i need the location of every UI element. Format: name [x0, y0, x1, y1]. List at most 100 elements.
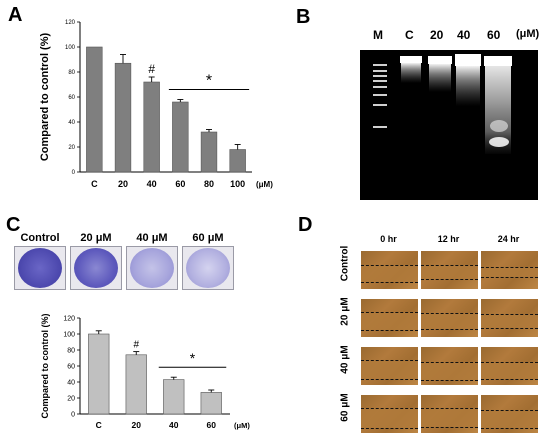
wound-edge-line: [481, 328, 538, 329]
well-label-60: 60 μM: [192, 232, 224, 244]
bar: [125, 354, 147, 415]
wound-edge-line: [421, 362, 478, 363]
well-20: [70, 246, 122, 290]
x-tick-label: 20: [118, 179, 128, 189]
x-tick-label: 20: [132, 420, 142, 430]
x-tick-label: 100: [230, 179, 245, 189]
y-tick-label: 60: [68, 95, 75, 101]
bar: [172, 101, 189, 173]
wound-edge-line: [361, 408, 418, 409]
x-unit-label: (μM): [234, 421, 250, 430]
bar: [88, 333, 110, 415]
y-tick-label: 100: [65, 45, 76, 51]
bar: [143, 81, 160, 173]
y-tick-label: 20: [67, 395, 75, 402]
panel-letter-d: D: [298, 214, 313, 236]
d-row-60: 60 μM: [339, 393, 351, 422]
wound-micrograph: [361, 299, 418, 337]
wound-edge-line: [361, 282, 418, 283]
x-tick-label: 40: [147, 179, 157, 189]
wound-edge-line: [481, 428, 538, 429]
lane-40-band: [455, 54, 481, 106]
panel-letter-b: B: [296, 6, 311, 28]
lane-label-m: M: [373, 28, 383, 42]
well-control: [14, 246, 66, 290]
lane-60-smear: [484, 56, 512, 154]
wound-micrograph: [361, 395, 418, 433]
d-col-24hr: 24 hr: [497, 234, 520, 244]
panel-letter-c: C: [6, 214, 21, 236]
gel-panel-b: [360, 50, 538, 200]
scratch-gap: [361, 265, 418, 282]
wound-micrograph: [361, 251, 418, 289]
y-tick-label: 0: [72, 170, 76, 176]
d-row-40: 40 μM: [339, 345, 351, 374]
x-tick-label: C: [96, 420, 102, 430]
well-60: [182, 246, 234, 290]
y-tick-label: 120: [63, 315, 75, 322]
x-tick-label: 80: [204, 179, 214, 189]
wound-micrograph: [421, 299, 478, 337]
well-label-20: 20 μM: [80, 232, 112, 244]
well-label-control: Control: [20, 232, 60, 244]
y-tick-label: 20: [68, 145, 75, 151]
bar: [200, 131, 218, 173]
y-axis-label: Compared to control (%): [40, 313, 50, 418]
wound-edge-line: [421, 265, 478, 266]
bar: [86, 46, 103, 173]
scratch-gap: [481, 267, 538, 277]
panel-letter-a: A: [8, 4, 23, 26]
wound-edge-line: [481, 379, 538, 380]
y-tick-label: 80: [67, 347, 75, 354]
lane-unit-label: (μM): [516, 28, 540, 40]
d-col-12hr: 12 hr: [437, 234, 460, 244]
wound-edge-line: [421, 313, 478, 314]
significance-hash: #: [133, 340, 139, 351]
scratch-gap: [481, 314, 538, 328]
bar: [229, 149, 246, 173]
wound-micrograph: [481, 395, 538, 433]
wound-micrograph: [421, 395, 478, 433]
wound-micrograph: [481, 251, 538, 289]
wound-edge-line: [361, 265, 418, 266]
scratch-gap: [361, 360, 418, 379]
chart-panel-a: 0 20 40 60 80 100 120 C 20 40 60 80 100 (μM) # * Compare…: [39, 20, 273, 189]
wound-micrograph: [421, 347, 478, 385]
wound-edge-line: [481, 362, 538, 363]
y-tick-label: 60: [67, 363, 75, 370]
lane-label-60: 60: [487, 28, 501, 42]
marker-ladder: [373, 64, 387, 128]
x-unit-label: (μM): [256, 180, 273, 189]
lane-label-20: 20: [430, 28, 444, 42]
scratch-gap: [361, 408, 418, 428]
y-tick-label: 80: [68, 70, 75, 76]
chart-panel-c: 0 20 40 60 80 100 120 C 20 40 60 (μM) # * Compared to …: [40, 313, 250, 430]
wound-edge-line: [361, 312, 418, 313]
well-label-40: 40 μM: [136, 232, 168, 244]
bar: [114, 62, 132, 173]
bar: [163, 379, 185, 415]
wound-edge-line: [421, 279, 478, 280]
significance-hash: #: [148, 62, 155, 76]
scratch-gap: [481, 362, 538, 379]
bar: [200, 392, 222, 415]
gel-lane-labels: M C 20 40 60 (μM): [360, 28, 550, 46]
d-row-control: Control: [339, 245, 351, 282]
scratch-gap: [361, 312, 418, 330]
scratch-gap: [421, 362, 478, 380]
lane-20-band: [428, 56, 452, 92]
x-tick-label: C: [91, 179, 98, 189]
wound-edge-line: [481, 267, 538, 268]
lane-c-band: [400, 56, 422, 83]
significance-star: *: [190, 350, 196, 366]
y-tick-label: 40: [68, 120, 75, 126]
x-tick-label: 40: [169, 420, 179, 430]
wound-edge-line: [361, 379, 418, 380]
lane-label-c: C: [405, 28, 414, 42]
wound-edge-line: [361, 428, 418, 429]
scratch-gap: [421, 408, 478, 427]
wound-edge-line: [361, 330, 418, 331]
wound-edge-line: [421, 427, 478, 428]
x-tick-label: 60: [207, 420, 217, 430]
wound-micrograph: [481, 299, 538, 337]
